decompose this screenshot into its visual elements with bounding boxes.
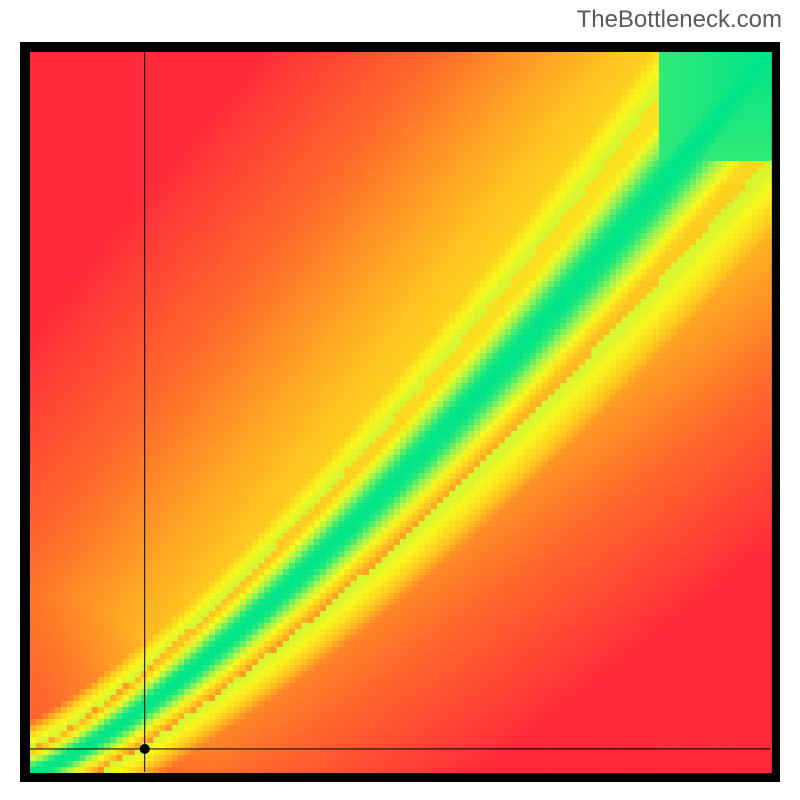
heatmap-canvas bbox=[20, 42, 780, 782]
heatmap-chart bbox=[20, 42, 780, 782]
watermark-label: TheBottleneck.com bbox=[577, 6, 782, 34]
